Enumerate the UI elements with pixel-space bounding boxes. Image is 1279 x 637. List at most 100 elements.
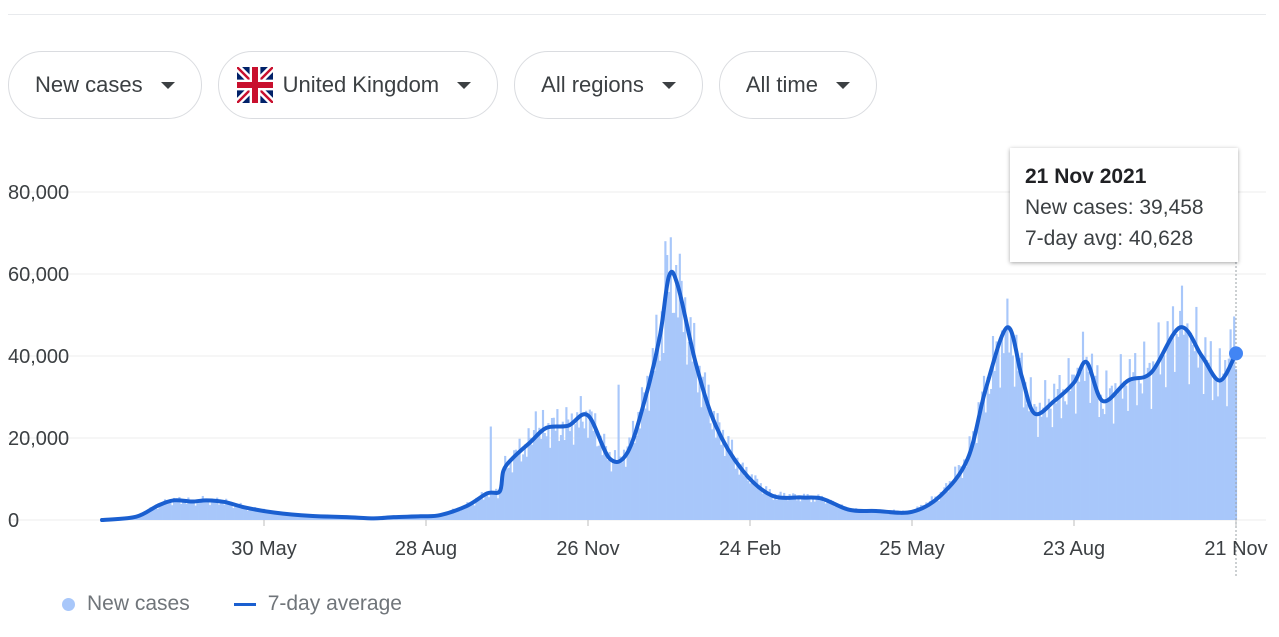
daily-case-bar [687,341,690,520]
daily-case-bar [1231,364,1234,520]
period-dropdown[interactable]: All time [718,51,877,119]
daily-case-bar [226,503,230,520]
daily-case-bar [154,505,158,520]
daily-case-bar [603,433,606,520]
daily-case-bar [865,511,869,520]
daily-case-bar [217,504,221,520]
daily-case-bar [460,507,464,520]
daily-case-bar [304,515,307,520]
daily-case-bar [246,510,249,520]
daily-case-bar [498,491,501,520]
daily-case-bar [543,432,546,520]
daily-case-bar [590,411,593,520]
daily-case-bar [916,506,919,520]
daily-case-bar [761,493,764,520]
daily-case-bar [797,495,800,520]
daily-case-bar [172,497,176,520]
daily-case-bar [513,450,516,520]
chevron-down-icon [457,81,472,89]
daily-case-bar [162,504,165,520]
daily-case-bar [163,499,167,520]
daily-case-bar [788,494,791,520]
daily-case-bar [684,297,687,520]
daily-case-bar [900,513,903,520]
daily-case-bar [896,510,899,520]
daily-case-bar [633,443,636,520]
daily-case-bar [653,370,656,520]
metric-dropdown[interactable]: New cases [8,51,202,119]
daily-case-bar [817,494,820,520]
daily-case-bar [720,444,723,520]
daily-case-bar [203,502,206,520]
filter-bar: New cases United Kingdom All regions All… [8,51,877,119]
daily-case-bar [487,497,491,520]
daily-case-bar [973,436,977,520]
daily-case-bar [239,502,242,520]
daily-case-bar [196,500,199,520]
daily-case-bar [837,507,840,520]
daily-case-bar [1065,404,1068,520]
daily-case-bar [745,466,748,520]
daily-case-bar [459,510,462,520]
daily-case-bar [709,423,712,520]
x-tick-label: 25 May [879,538,945,560]
daily-case-bar [1180,285,1184,520]
daily-case-bar [712,410,716,520]
daily-case-bar [795,500,798,520]
daily-case-bar [975,443,978,520]
daily-case-bar [505,468,509,520]
daily-case-bar [570,413,573,520]
region-dropdown-label: All regions [541,72,644,97]
daily-case-bar [1080,371,1083,520]
daily-case-bar [1027,411,1031,520]
daily-case-bar [444,514,447,520]
daily-case-bar [705,406,708,520]
daily-case-bar [826,498,829,520]
daily-case-bar [576,412,579,520]
daily-case-bar [293,515,296,520]
daily-case-bar [630,445,633,520]
daily-case-bar [1139,383,1142,520]
daily-case-bar [957,465,960,520]
x-tick-label: 23 Aug [1043,538,1105,560]
country-dropdown[interactable]: United Kingdom [217,51,499,119]
daily-case-bar [572,444,575,520]
daily-case-bar [610,471,613,520]
region-dropdown[interactable]: All regions [514,51,703,119]
daily-case-bar [216,497,219,520]
daily-case-bar [448,511,451,520]
daily-case-bar [322,517,325,520]
daily-case-bar [891,511,894,520]
daily-case-bar [545,436,548,520]
daily-case-bar [646,375,649,520]
daily-case-bar [271,512,275,520]
daily-case-bar [1085,356,1088,520]
daily-case-bar [1108,388,1112,520]
seven-day-average-layer [100,262,1243,576]
daily-case-bar [151,508,154,520]
daily-case-bar [198,502,201,520]
daily-case-bar [212,501,215,520]
daily-case-bar [981,391,984,520]
daily-case-bar [1123,381,1126,520]
daily-case-bar [799,501,802,520]
daily-case-bar [990,388,993,520]
daily-case-bar [963,459,966,520]
daily-case-bar [1072,374,1076,520]
daily-case-bar [1069,390,1072,520]
daily-case-bar [1035,406,1038,520]
daily-case-bar [1189,332,1193,520]
daily-case-bar [855,508,858,520]
daily-case-bar [777,494,780,520]
daily-case-bar [1011,355,1014,520]
legend-bars-label: New cases [87,592,190,615]
daily-case-bar [234,504,237,520]
daily-case-bar [232,508,235,520]
daily-case-bar [1159,374,1162,520]
daily-case-bar [280,513,284,520]
daily-case-bar [988,393,991,520]
daily-case-bar [248,506,251,520]
daily-case-bar [729,455,732,520]
daily-case-bar [723,456,726,520]
